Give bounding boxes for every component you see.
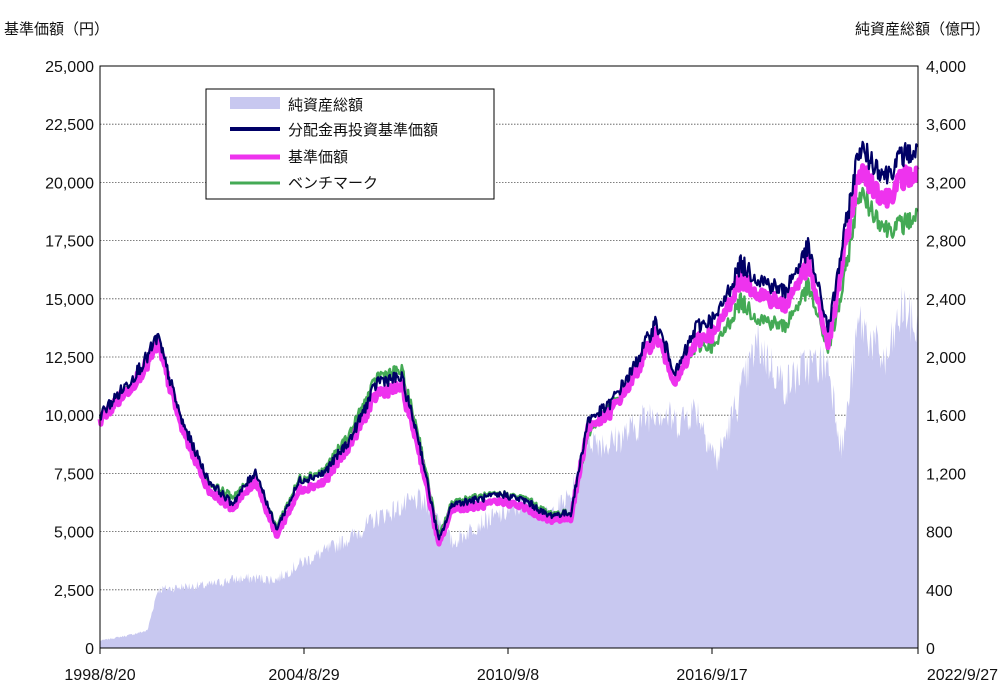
left-tick-label: 2,500 (54, 583, 94, 600)
left-tick-label: 12,500 (45, 350, 94, 367)
left-tick-label: 15,000 (45, 292, 94, 309)
right-tick-label: 4,000 (926, 59, 966, 76)
legend-entry-nav: 基準価額 (288, 148, 348, 166)
left-tick-label: 7,500 (54, 466, 94, 483)
left-tick-label: 25,000 (45, 59, 94, 76)
left-tick-label: 17,500 (45, 234, 94, 251)
left-tick-label: 10,000 (45, 408, 94, 425)
right-tick-label: 2,000 (926, 350, 966, 367)
left-tick-label: 20,000 (45, 175, 94, 192)
x-tick-label: 2004/8/29 (268, 667, 339, 684)
x-tick-label: 2010/9/8 (477, 667, 539, 684)
x-tick-label: 1998/8/20 (64, 667, 135, 684)
plot-frame (99, 65, 919, 649)
legend-entry-net-assets: 純資産総額 (288, 96, 363, 114)
legend-entry-benchmark: ベンチマーク (288, 174, 378, 192)
right-tick-label: 1,200 (926, 466, 966, 483)
legend-swatch-area (230, 97, 280, 109)
right-tick-label: 3,200 (926, 175, 966, 192)
right-tick-label: 2,400 (926, 292, 966, 309)
reinvested-nav-line (98, 140, 919, 541)
left-tick-label: 22,500 (45, 117, 94, 134)
net-assets-area (100, 286, 918, 648)
x-tick-label: 2016/9/17 (676, 667, 747, 684)
right-tick-label: 800 (926, 525, 953, 542)
legend-box (205, 88, 495, 200)
right-tick-label: 1,600 (926, 408, 966, 425)
line-layer (97, 140, 920, 547)
right-tick-label: 400 (926, 583, 953, 600)
left-axis-label: 基準価額（円） (4, 20, 109, 38)
right-tick-label: 0 (926, 641, 935, 658)
right-axis: 4,000 3,600 3,200 2,800 2,400 2,000 1,600 1,200… (926, 59, 966, 658)
x-tick-label: 2022/9/27 (927, 667, 998, 684)
right-axis-label: 純資産総額（億円） (855, 20, 990, 38)
x-axis: 1998/8/20 2004/8/29 2010/9/8 2016/9/17 2022/… (64, 648, 998, 684)
left-axis: 25,000 22,500 20,000 17,500 15,000 12,500 10,0… (45, 59, 94, 658)
left-tick-label: 0 (85, 641, 94, 658)
legend-entry-reinvested-nav: 分配金再投資基準価額 (288, 121, 438, 139)
right-tick-label: 2,800 (926, 234, 966, 251)
nav-line (97, 163, 920, 547)
right-tick-label: 3,600 (926, 117, 966, 134)
legend: 純資産総額 分配金再投資基準価額 基準価額 ベンチマーク (205, 88, 495, 200)
area-layer (100, 286, 918, 648)
left-tick-label: 5,000 (54, 525, 94, 542)
